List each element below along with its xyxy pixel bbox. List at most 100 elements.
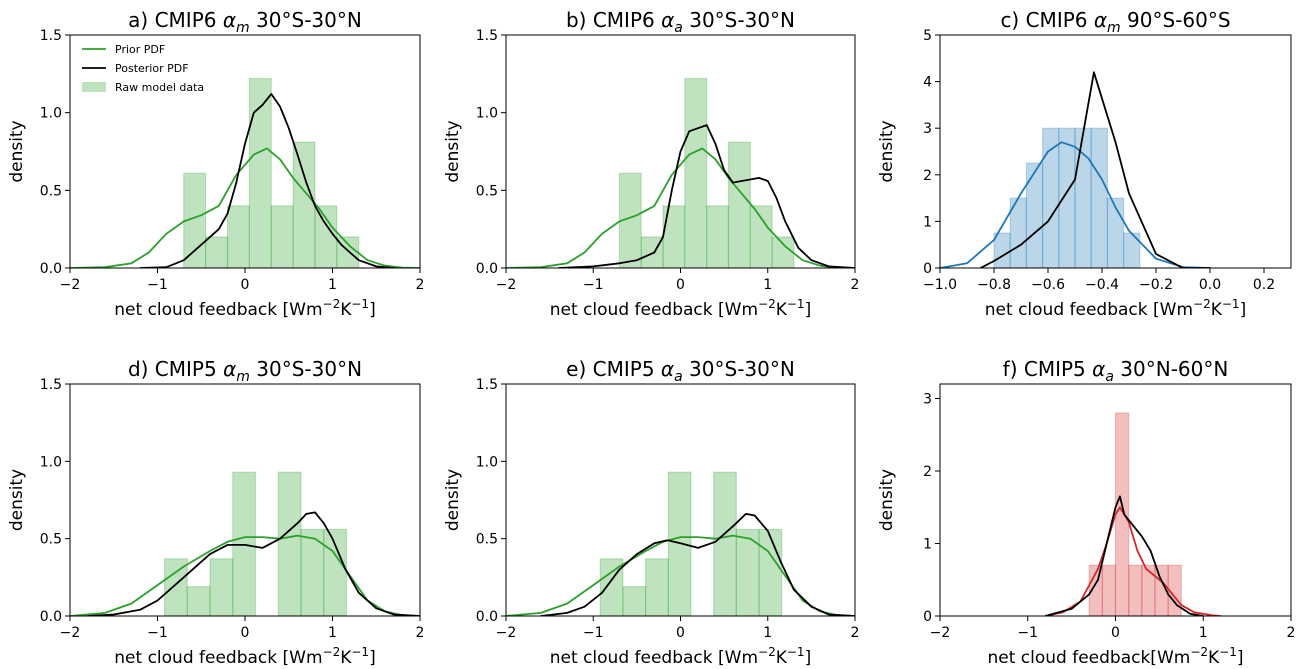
y-axis-label: density — [877, 469, 897, 531]
x-axis-label: net cloud feedback [Wm−2K−1] — [114, 297, 375, 320]
y-tick-label: 1.5 — [40, 377, 62, 393]
hist-bar-7 — [323, 528, 348, 616]
hist-bar-5 — [727, 141, 751, 268]
prior-pdf-line — [506, 147, 855, 268]
x-tick-label: 0 — [676, 277, 685, 293]
x-tick-label: −1 — [583, 277, 604, 293]
x-tick-label: 0 — [241, 277, 250, 293]
hist-bar-2 — [1025, 162, 1044, 268]
y-tick-label: 0.0 — [476, 609, 498, 625]
hist-bar-4 — [270, 205, 294, 268]
y-tick-label: 5 — [923, 28, 932, 44]
hist-bar-2 — [209, 558, 234, 616]
panel-e: −2 −1 0 1 2 0.0 0.5 1.0 1.5 e) CMIP5 αa 30°S-30°N… — [443, 357, 859, 668]
prior-pdf-line — [70, 147, 420, 268]
posterior-pdf-line — [1045, 495, 1204, 616]
hist-bar-3 — [248, 77, 272, 268]
hist-bar-3 — [1041, 127, 1060, 268]
x-tick-label: −1 — [583, 625, 604, 641]
x-tick-label: −1 — [1017, 625, 1038, 641]
panel-a: −2 −1 0 1 2 0.0 0.5 1.0 1.5 a) CMIP6 αm 30°S-30°N… — [7, 8, 424, 320]
x-tick-label: 0.0 — [1199, 277, 1221, 293]
hist-bar-1 — [640, 236, 664, 268]
y-axis-label: density — [443, 120, 463, 182]
hist-bar-7 — [336, 236, 360, 268]
x-axis-label: net cloud feedback [Wm−2K−1] — [550, 297, 811, 320]
x-tick-label: −2 — [60, 625, 81, 641]
panel-d: −2 −1 0 1 2 0.0 0.5 1.0 1.5 d) CMIP5 αm 30°S-30°N… — [7, 357, 424, 668]
hist-bar-1 — [1101, 564, 1117, 616]
x-axis-label: net cloud feedback [Wm−2K−1] — [114, 645, 375, 668]
axes-frame — [939, 34, 1292, 269]
y-tick-label: 1.5 — [476, 28, 498, 44]
hist-bar-6 — [1090, 127, 1108, 268]
x-tick-label: 2 — [416, 625, 425, 641]
panel-title: a) CMIP6 αm 30°S-30°N — [128, 8, 362, 36]
hist-bar-1 — [186, 586, 211, 616]
y-tick-label: 1.0 — [40, 106, 62, 122]
y-tick-label: 1 — [923, 537, 932, 553]
hist-bar-3 — [684, 77, 708, 268]
y-tick-label: 0 — [923, 609, 932, 625]
x-tick-label: 0 — [676, 625, 685, 641]
x-tick-label: −1.0 — [923, 277, 957, 293]
panel-title: b) CMIP6 αa 30°S-30°N — [566, 8, 795, 36]
hist-bar-4 — [706, 205, 730, 268]
legend-label-2: Raw model data — [115, 81, 204, 94]
y-tick-label: 0.5 — [476, 532, 498, 548]
y-axis-label: density — [443, 469, 463, 531]
x-tick-label: 2 — [851, 277, 860, 293]
hist-bar-2 — [1114, 412, 1130, 616]
panel-title: f) CMIP5 αa 30°N-60°N — [1003, 357, 1229, 385]
y-tick-label: 1.5 — [476, 377, 498, 393]
x-tick-label: −2 — [496, 277, 517, 293]
x-tick-label: −2 — [496, 625, 517, 641]
hist-bar-7 — [758, 528, 783, 616]
panel-title: d) CMIP5 αm 30°S-30°N — [128, 357, 362, 385]
hist-bar-6 — [314, 205, 338, 268]
y-tick-label: 3 — [923, 392, 932, 408]
x-tick-label: 2 — [416, 277, 425, 293]
hist-bar-6 — [1167, 564, 1182, 616]
y-tick-label: 0 — [923, 261, 932, 277]
posterior-pdf-line — [558, 124, 855, 268]
panel-title: e) CMIP5 αa 30°S-30°N — [566, 357, 795, 385]
panel-title: c) CMIP6 αm 90°S-60°S — [1000, 8, 1230, 36]
panel-c: −1.0 −0.8 −0.6 −0.4 −0.2 0.0 0.2 0 1 2 3 4 5 c) CMIP6… — [877, 8, 1292, 320]
y-tick-label: 0.5 — [476, 183, 498, 199]
x-tick-label: −0.2 — [1139, 277, 1173, 293]
y-tick-label: 4 — [923, 75, 932, 91]
hist-bar-7 — [771, 236, 795, 268]
hist-bar-1 — [622, 586, 647, 616]
x-tick-label: 1 — [1199, 625, 1208, 641]
legend-label-1: Posterior PDF — [115, 62, 189, 75]
legend: Prior PDF Posterior PDF Raw model data — [82, 43, 204, 94]
hist-bar-4 — [1141, 564, 1156, 616]
x-tick-label: −1 — [147, 625, 168, 641]
x-tick-label: 0 — [1111, 625, 1120, 641]
posterior-pdf-line — [87, 511, 420, 616]
x-tick-label: 0.2 — [1253, 277, 1275, 293]
posterior-pdf-line — [540, 513, 855, 616]
y-tick-label: 1.0 — [476, 106, 498, 122]
y-tick-label: 1 — [923, 214, 932, 230]
x-tick-label: 1 — [763, 625, 772, 641]
x-tick-label: −1 — [147, 277, 168, 293]
hist-bar-5 — [713, 471, 737, 616]
y-tick-label: 0.5 — [40, 532, 62, 548]
y-tick-label: 1.5 — [40, 28, 62, 44]
hist-bar-4 — [1058, 127, 1076, 268]
x-tick-label: 1 — [328, 625, 337, 641]
y-tick-label: 2 — [923, 464, 932, 480]
y-tick-label: 3 — [923, 121, 932, 137]
legend-label-0: Prior PDF — [115, 43, 165, 56]
hist-bar-2 — [644, 558, 669, 616]
hist-bar-3 — [1128, 564, 1143, 616]
y-axis-label: density — [877, 120, 897, 182]
x-tick-label: −2 — [60, 277, 81, 293]
y-tick-label: 0.0 — [476, 261, 498, 277]
posterior-pdf-line — [139, 93, 394, 268]
x-axis-label: net cloud feedback [Wm−2K−1] — [550, 645, 811, 668]
y-axis-label: density — [7, 469, 27, 531]
